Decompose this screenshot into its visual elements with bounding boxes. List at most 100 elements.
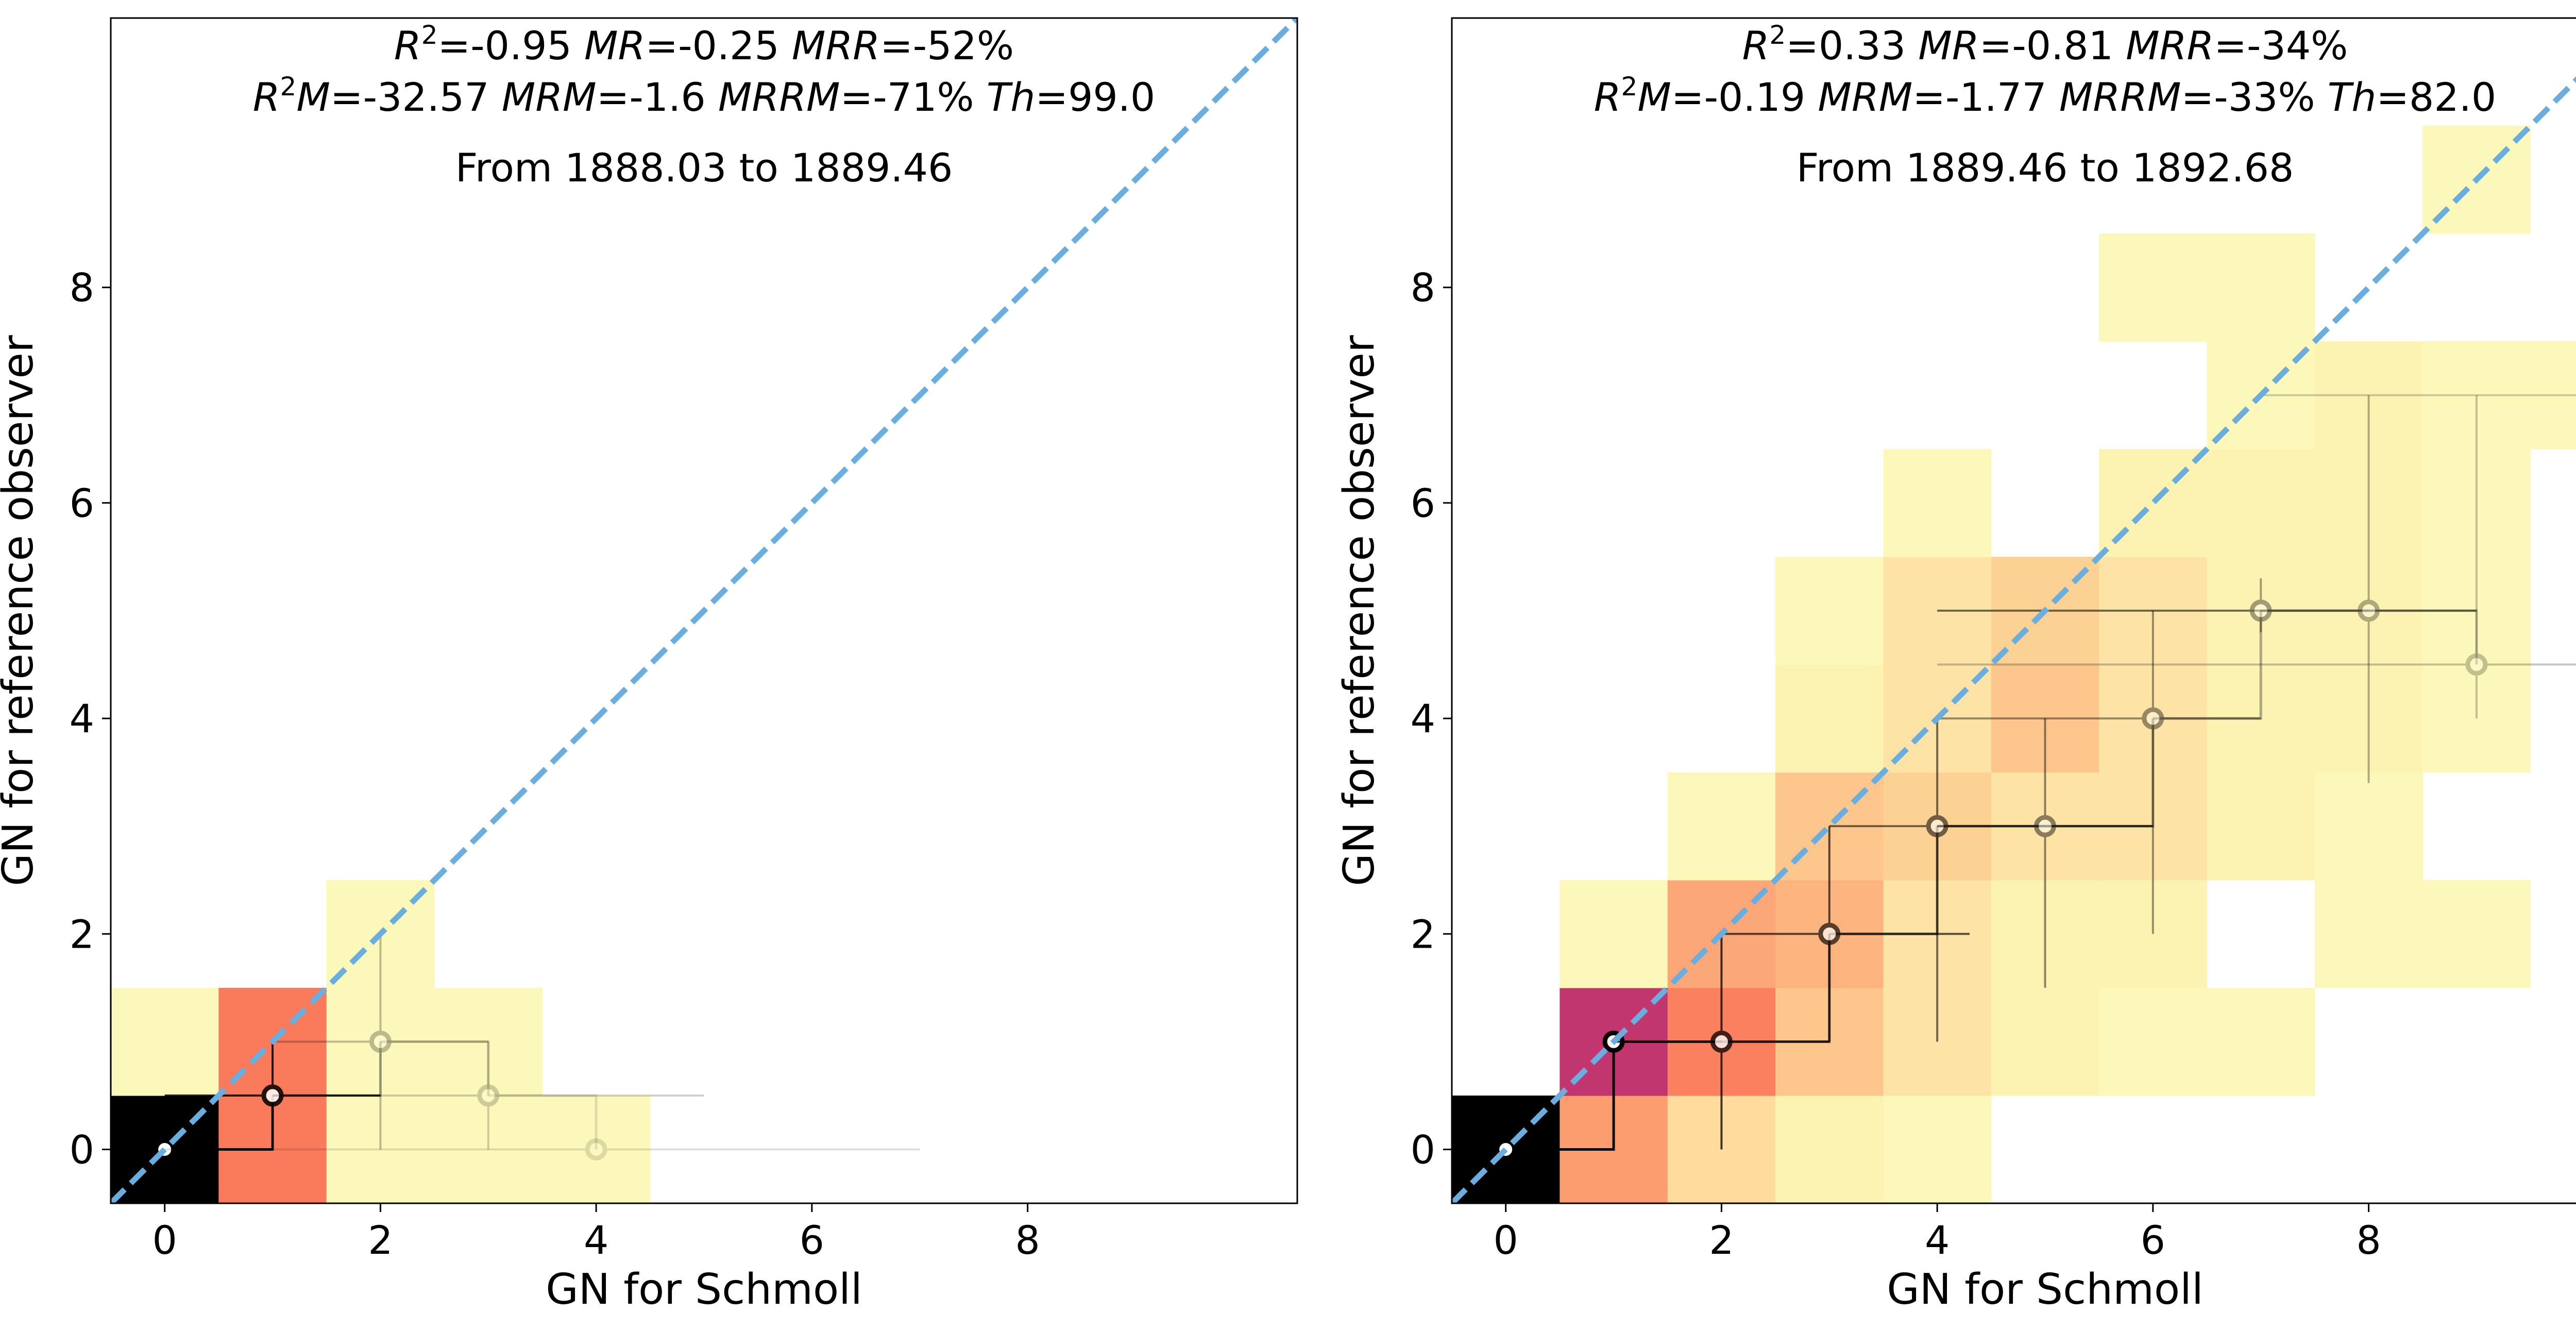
median-marker xyxy=(1926,815,1948,837)
heatmap-cell xyxy=(2207,987,2315,1096)
heatmap-cell xyxy=(2530,341,2576,449)
heatmap-cell xyxy=(1667,772,1776,881)
median-point xyxy=(273,934,488,1150)
stats-line-2: R2M=-0.19 MRM=-1.77 MRRM=-33% Th=82.0 xyxy=(1594,72,2497,120)
heatmap-cell xyxy=(1883,449,1992,558)
heatmap-cell xyxy=(1991,664,2099,773)
x-axis-label: GN for Schmoll xyxy=(1887,1265,2203,1314)
median-marker xyxy=(1710,1030,1733,1053)
reference-line xyxy=(1452,76,2576,1203)
plot-frame xyxy=(1451,17,2576,1204)
heatmap-cell xyxy=(2099,557,2208,665)
date-range-label: From 1888.03 to 1889.46 xyxy=(455,145,953,191)
x-tick-label: 6 xyxy=(2141,1217,2165,1263)
median-point xyxy=(1937,395,2477,783)
median-point xyxy=(164,1041,381,1150)
heatmap-cell xyxy=(434,1095,543,1203)
heatmap-cell xyxy=(1883,557,1992,665)
median-point xyxy=(164,1138,920,1161)
x-axis-label: GN for Schmoll xyxy=(546,1265,862,1314)
date-range-label: From 1889.46 to 1892.68 xyxy=(1797,145,2294,191)
y-tick-label: 4 xyxy=(1411,696,1435,742)
median-marker xyxy=(585,1138,607,1161)
heatmap-cell xyxy=(2207,772,2315,881)
heatmap-cell xyxy=(326,987,435,1096)
y-axis-label: GN for reference observer xyxy=(0,335,43,886)
median-marker xyxy=(2465,653,2488,676)
median-marker xyxy=(2358,599,2380,622)
x-tick-label: 0 xyxy=(152,1217,177,1263)
stats-line-1: R2=0.33 MR=-0.81 MRR=-34% xyxy=(1742,20,2348,69)
heatmap-cell xyxy=(2422,664,2531,773)
median-marker xyxy=(1818,922,1841,945)
heatmap-cell xyxy=(1560,880,1668,988)
y-tick-label: 2 xyxy=(70,911,94,957)
reference-line xyxy=(111,18,1297,1203)
heatmap-cell xyxy=(326,1095,435,1203)
heatmap-cell xyxy=(1775,557,1884,665)
x-tick-label: 2 xyxy=(1709,1217,1734,1263)
heatmap-cell xyxy=(2314,880,2423,988)
heatmap-cell xyxy=(2314,772,2423,881)
y-tick-label: 4 xyxy=(70,696,94,742)
heatmap-cell xyxy=(1775,664,1884,773)
heatmap-cell xyxy=(2207,449,2315,558)
plot-area xyxy=(1452,76,2576,1203)
heatmap-cell xyxy=(2314,341,2423,449)
heatmap-cell xyxy=(434,987,543,1096)
stats-line-2: R2M=-32.57 MRM=-1.6 MRRM=-71% Th=99.0 xyxy=(253,72,1156,120)
median-marker xyxy=(2142,707,2164,730)
heatmap-cell xyxy=(1991,880,2099,988)
y-tick-label: 6 xyxy=(1411,480,1435,526)
x-tick-label: 0 xyxy=(1494,1217,1518,1263)
median-step-line xyxy=(2153,611,2262,720)
median-step-line xyxy=(380,1040,490,1096)
x-tick-label: 8 xyxy=(2356,1217,2381,1263)
median-point xyxy=(1721,826,1970,1042)
heatmap-cell xyxy=(2314,664,2423,773)
median-point xyxy=(1937,611,2261,934)
x-tick-label: 2 xyxy=(368,1217,393,1263)
heatmap-cell xyxy=(2314,449,2423,558)
median-point xyxy=(1614,934,1829,1150)
plot-area xyxy=(111,18,1297,1203)
median-point xyxy=(273,1041,704,1150)
heatmap-cell xyxy=(542,1095,651,1203)
y-axis-label: GN for reference observer xyxy=(1335,335,1384,886)
median-point xyxy=(1937,718,2153,988)
median-marker xyxy=(369,1030,392,1053)
heatmap-cell xyxy=(2422,880,2531,988)
y-tick-label: 0 xyxy=(70,1127,94,1172)
y-tick-label: 8 xyxy=(70,265,94,311)
median-point xyxy=(2261,394,2576,396)
heatmap-cell xyxy=(2099,987,2208,1096)
y-tick-label: 6 xyxy=(70,480,94,526)
heatmap-cell xyxy=(1991,987,2099,1096)
heatmap-cell xyxy=(2099,880,2208,988)
median-point xyxy=(1937,395,2576,719)
y-tick-label: 0 xyxy=(1411,1127,1435,1172)
heatmap-cell xyxy=(2099,233,2208,342)
heatmap-cell xyxy=(2099,664,2208,773)
plot-frame xyxy=(110,17,1298,1204)
y-tick-label: 8 xyxy=(1411,265,1435,311)
heatmap-cell xyxy=(2207,664,2315,773)
heatmap-cell xyxy=(111,987,219,1096)
median-point xyxy=(1829,718,2153,1042)
x-tick-label: 6 xyxy=(800,1217,824,1263)
heatmap-cell xyxy=(1883,1095,1992,1203)
heatmap-cell xyxy=(1775,1095,1884,1203)
chart-panel-2: 0 2 4 6 8 0 2 4 6 8 GN for Schmoll GN for reference… xyxy=(1335,17,2576,1314)
median-step-line xyxy=(2368,609,2478,665)
heatmap-cell xyxy=(2314,557,2423,665)
heatmap-cell xyxy=(2207,557,2315,665)
chart-panel-1: 0 2 4 6 8 0 2 4 6 8 GN for Schmoll GN for reference… xyxy=(0,17,1298,1314)
x-tick-label: 4 xyxy=(584,1217,608,1263)
median-step-line xyxy=(488,1094,598,1150)
median-marker xyxy=(2249,599,2272,622)
median-marker xyxy=(2034,815,2056,837)
median-point xyxy=(1937,578,2477,632)
heatmap-cell xyxy=(2422,341,2531,449)
x-tick-label: 8 xyxy=(1015,1217,1040,1263)
